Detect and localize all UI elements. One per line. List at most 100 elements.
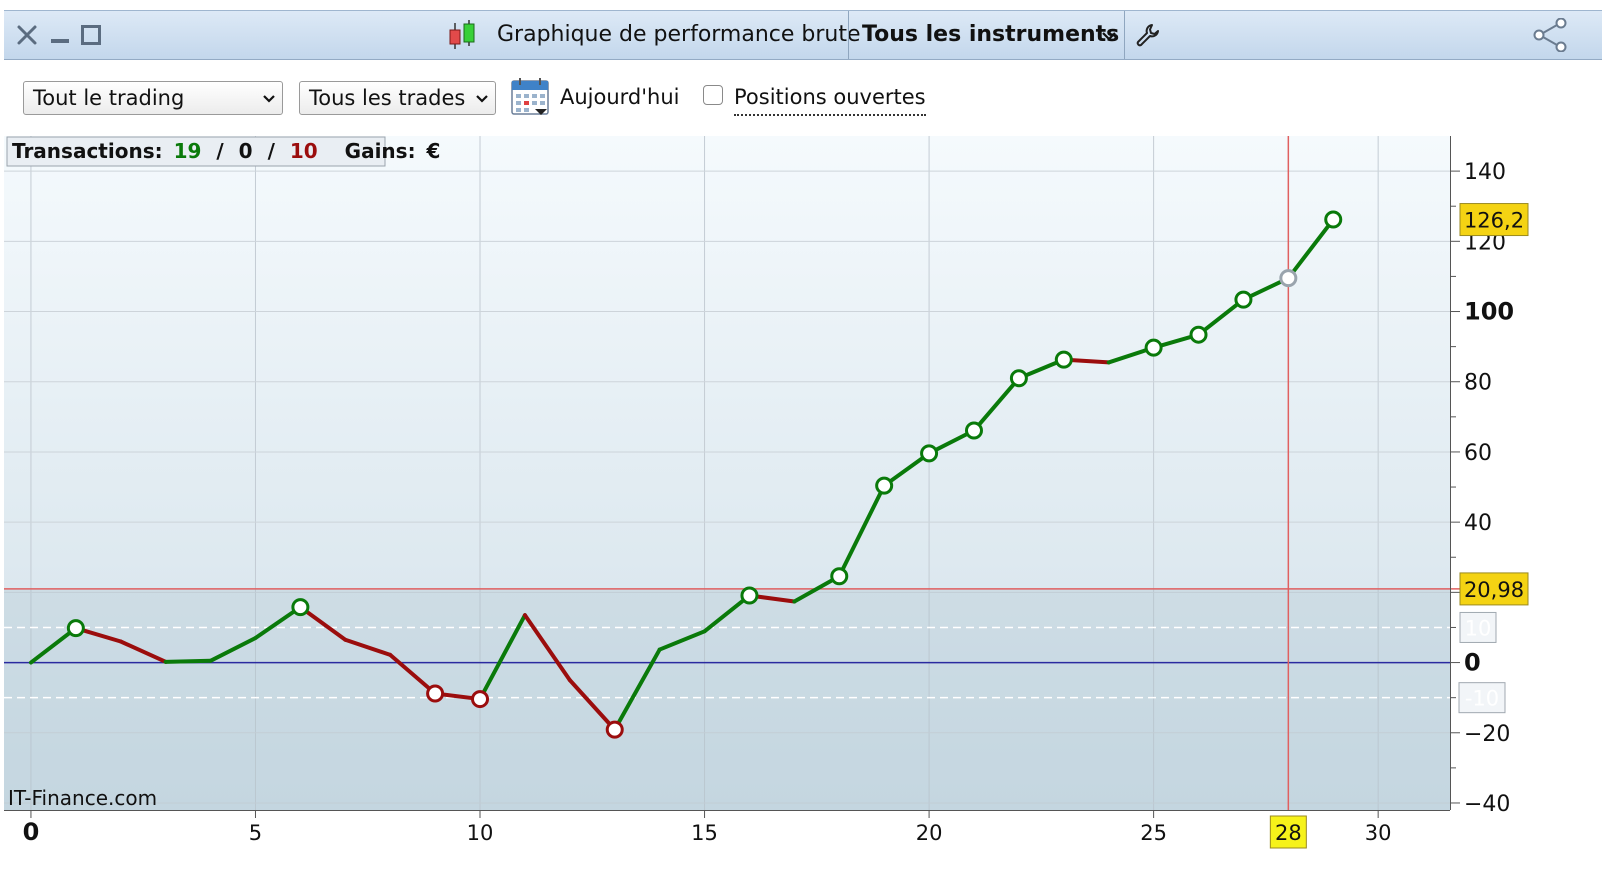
neutral-count: 0 [239,139,253,163]
calendar-icon [511,78,549,115]
trading-select[interactable]: Tout le trading [23,81,283,115]
window-title: Graphique de performance brute [497,22,861,47]
svg-text:Transactions: 19: Transactions: 19 / 0 / 10 Gains: € [12,139,440,163]
data-point [291,598,310,617]
reference-badge-text: 20,98 [1464,578,1524,602]
reference-badge: 20,98 [1459,572,1529,606]
data-point [471,690,490,709]
data-point [875,476,894,495]
winners-count: 19 [174,139,202,163]
series-segment [253,605,303,640]
wrench-icon [1136,24,1159,47]
series-segment [343,637,393,657]
x-tick-label: 5 [249,821,262,845]
gains-label: Gains: [345,139,416,163]
cursor-badge-box [1269,815,1307,849]
close-button[interactable] [14,11,40,59]
x-tick-label: 20 [916,821,943,845]
stats-box: Transactions: 19 / 0 / 10 Gains: € [6,136,440,167]
data-point [1189,325,1208,344]
candlestick-icon [444,11,480,59]
x-tick-label: 15 [691,821,718,845]
below-reference-zone [4,588,1450,810]
series-segment [971,376,1021,433]
series-segment [837,483,887,579]
series-segment [28,626,78,665]
maximize-button[interactable] [78,11,104,59]
minimize-button[interactable] [48,11,72,59]
chevron-down-icon [1102,32,1116,41]
performance-chart: −40 −20 0 40 60 80 100 120 140 0 5 10 15 20 25 30 126,… [4,136,1602,872]
data-point [66,619,85,638]
last-value-badge-box [1459,203,1529,237]
trading-select-value: Tout le trading [33,86,185,110]
currency-symbol: € [426,139,441,163]
y-tick-label: −40 [1464,792,1510,817]
separator: / [268,139,276,163]
today-label[interactable]: Aujourd'hui [560,85,680,109]
data-point [1009,369,1028,388]
settings-button[interactable] [1128,11,1168,59]
series-segment [388,652,438,696]
y-tick-label: 60 [1464,441,1492,466]
trades-select[interactable]: Tous les trades [299,81,496,115]
last-value-badge-text: 126,2 [1464,209,1524,233]
reference-badge-box [1459,572,1529,606]
series-segment [522,613,572,683]
series-segment [1286,217,1336,281]
y-tick-label: 140 [1464,160,1506,185]
data-point [1234,290,1253,309]
cursor-badge: 28 [1269,815,1307,849]
divider [1124,11,1125,59]
watermark: IT-Finance.com [8,786,157,810]
y-tick-label: 80 [1464,371,1492,396]
data-point [964,421,983,440]
data-point [1144,338,1163,357]
divider [848,11,849,59]
band-badge-box [1458,682,1506,714]
series-segment [612,647,662,732]
minimize-icon [51,39,69,43]
instruments-dropdown[interactable]: Tous les instruments [850,11,1124,59]
window-titlebar: Graphique de performance brute Tous les … [4,10,1602,60]
band-badge: -10 [1458,682,1506,714]
series-segment [567,678,617,732]
last-value-badge: 126,2 [1459,203,1529,237]
maximize-icon [81,25,101,45]
chevron-down-icon [262,82,276,114]
band-badge-text: -10 [1465,687,1499,711]
series-segment [882,451,932,488]
x-tick-label: 25 [1140,821,1167,845]
instruments-label: Tous les instruments [862,22,1120,47]
data-point [426,684,445,703]
y-tick-label: 0 [1464,649,1481,677]
date-picker-button[interactable] [510,77,550,117]
series-segment [1196,297,1246,337]
series-segment [163,658,213,664]
share-icon [1533,18,1567,52]
transactions-label: Transactions: [12,139,163,163]
separator: / [216,139,224,163]
series-segment [118,639,168,664]
trades-select-value: Tous les trades [309,86,466,110]
open-positions-label[interactable]: Positions ouvertes [734,80,926,116]
band-badge: 10 [1459,611,1497,643]
series-segment [702,593,752,634]
x-tick-label: 0 [23,818,40,846]
y-tick-label: 100 [1464,298,1514,326]
close-icon [17,25,37,45]
band-badge-box [1459,611,1497,643]
data-point [1324,210,1343,229]
series-segment [478,613,527,702]
data-point [830,567,849,586]
data-point [1054,350,1073,369]
y-tick-label: −20 [1464,722,1510,747]
chevron-down-icon [475,82,489,114]
share-button[interactable] [1530,11,1570,59]
data-point [920,444,939,463]
data-point [740,586,759,605]
open-positions-checkbox[interactable] [703,85,723,105]
series-segment [298,605,348,642]
cursor-badge-text: 28 [1275,821,1302,845]
